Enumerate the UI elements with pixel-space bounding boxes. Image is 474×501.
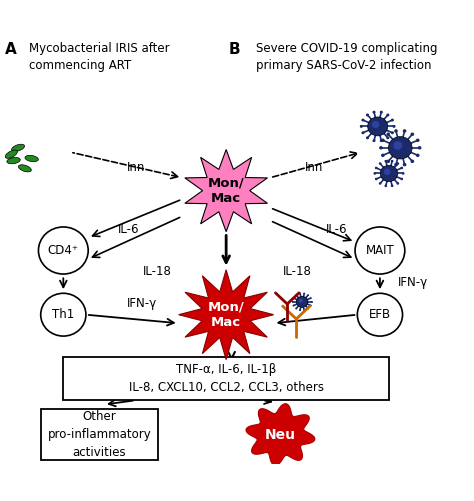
Circle shape [355, 227, 405, 274]
Circle shape [379, 182, 382, 185]
Circle shape [357, 293, 402, 336]
Circle shape [293, 297, 294, 299]
Circle shape [296, 297, 308, 307]
FancyBboxPatch shape [41, 409, 158, 460]
Circle shape [410, 133, 414, 136]
Circle shape [303, 293, 305, 295]
Circle shape [368, 117, 388, 136]
Ellipse shape [7, 157, 20, 164]
Text: A: A [5, 42, 16, 57]
Text: CD4⁺: CD4⁺ [48, 244, 79, 257]
Circle shape [366, 114, 369, 116]
Circle shape [303, 309, 305, 311]
Circle shape [391, 119, 394, 122]
Polygon shape [185, 149, 267, 231]
Circle shape [380, 165, 398, 182]
Circle shape [373, 111, 375, 114]
Ellipse shape [5, 150, 18, 158]
Circle shape [394, 163, 398, 166]
Ellipse shape [18, 165, 31, 172]
Text: B: B [228, 42, 240, 57]
Circle shape [375, 178, 378, 180]
Circle shape [361, 131, 365, 134]
Circle shape [381, 139, 385, 142]
Circle shape [410, 160, 414, 163]
Circle shape [310, 301, 312, 303]
Circle shape [402, 172, 404, 175]
Circle shape [372, 121, 379, 128]
Circle shape [418, 146, 421, 149]
Circle shape [295, 308, 297, 309]
Circle shape [310, 297, 311, 299]
Circle shape [416, 154, 419, 157]
Text: Inn: Inn [127, 160, 145, 173]
Circle shape [401, 178, 403, 180]
Circle shape [384, 184, 387, 187]
Circle shape [393, 141, 402, 150]
Circle shape [41, 293, 86, 336]
Circle shape [386, 160, 390, 163]
Circle shape [403, 129, 406, 133]
Circle shape [381, 154, 385, 157]
Circle shape [394, 129, 398, 133]
Text: Inn: Inn [305, 160, 324, 173]
Circle shape [374, 172, 376, 175]
Circle shape [386, 114, 390, 116]
Polygon shape [246, 404, 315, 465]
Circle shape [384, 169, 391, 175]
Circle shape [380, 139, 383, 142]
Circle shape [391, 160, 393, 162]
Circle shape [386, 133, 390, 136]
Text: MAIT: MAIT [365, 244, 394, 257]
Circle shape [392, 125, 395, 128]
Text: Mycobacterial IRIS after
commencing ART: Mycobacterial IRIS after commencing ART [29, 42, 170, 72]
Circle shape [310, 305, 311, 307]
Circle shape [366, 136, 369, 139]
Circle shape [38, 227, 88, 274]
Text: IL-6: IL-6 [326, 222, 347, 235]
Circle shape [401, 167, 403, 169]
Text: IFN-γ: IFN-γ [398, 276, 428, 289]
Text: Other
pro-inflammatory
activities: Other pro-inflammatory activities [47, 410, 151, 459]
Circle shape [386, 136, 390, 139]
Ellipse shape [12, 144, 25, 151]
Polygon shape [179, 270, 273, 360]
Circle shape [299, 309, 301, 311]
Circle shape [403, 163, 406, 166]
Circle shape [379, 162, 382, 165]
Text: IL-18: IL-18 [143, 266, 171, 279]
Circle shape [307, 295, 309, 296]
Circle shape [380, 111, 383, 114]
Circle shape [360, 125, 363, 128]
Circle shape [295, 295, 297, 296]
Text: Th1: Th1 [52, 308, 74, 321]
Circle shape [299, 293, 301, 295]
Circle shape [292, 301, 293, 303]
Ellipse shape [25, 155, 38, 162]
Circle shape [416, 139, 419, 142]
Text: TNF-α, IL-6, IL-1β
IL-8, CXCL10, CCL2, CCL3, others: TNF-α, IL-6, IL-1β IL-8, CXCL10, CCL2, C… [128, 363, 324, 394]
Circle shape [293, 305, 294, 307]
Text: Mon/
Mac: Mon/ Mac [208, 176, 245, 205]
Circle shape [396, 162, 399, 165]
Circle shape [396, 182, 399, 185]
Circle shape [299, 299, 303, 303]
Text: IL-18: IL-18 [283, 266, 311, 279]
Circle shape [379, 146, 383, 149]
Text: Neu: Neu [265, 427, 296, 441]
Circle shape [391, 131, 394, 134]
Text: IL-6: IL-6 [118, 222, 140, 235]
Text: Mon/
Mac: Mon/ Mac [208, 300, 245, 329]
Circle shape [391, 184, 393, 187]
Text: Severe COVID-19 complicating
primary SARS-CoV-2 infection: Severe COVID-19 complicating primary SAR… [255, 42, 437, 72]
Circle shape [375, 167, 378, 169]
Circle shape [361, 119, 365, 122]
FancyBboxPatch shape [64, 358, 389, 400]
Circle shape [373, 139, 375, 142]
Circle shape [389, 137, 412, 159]
Text: IFN-γ: IFN-γ [128, 298, 157, 311]
Circle shape [307, 308, 309, 309]
Circle shape [384, 160, 387, 162]
Text: EFB: EFB [369, 308, 391, 321]
